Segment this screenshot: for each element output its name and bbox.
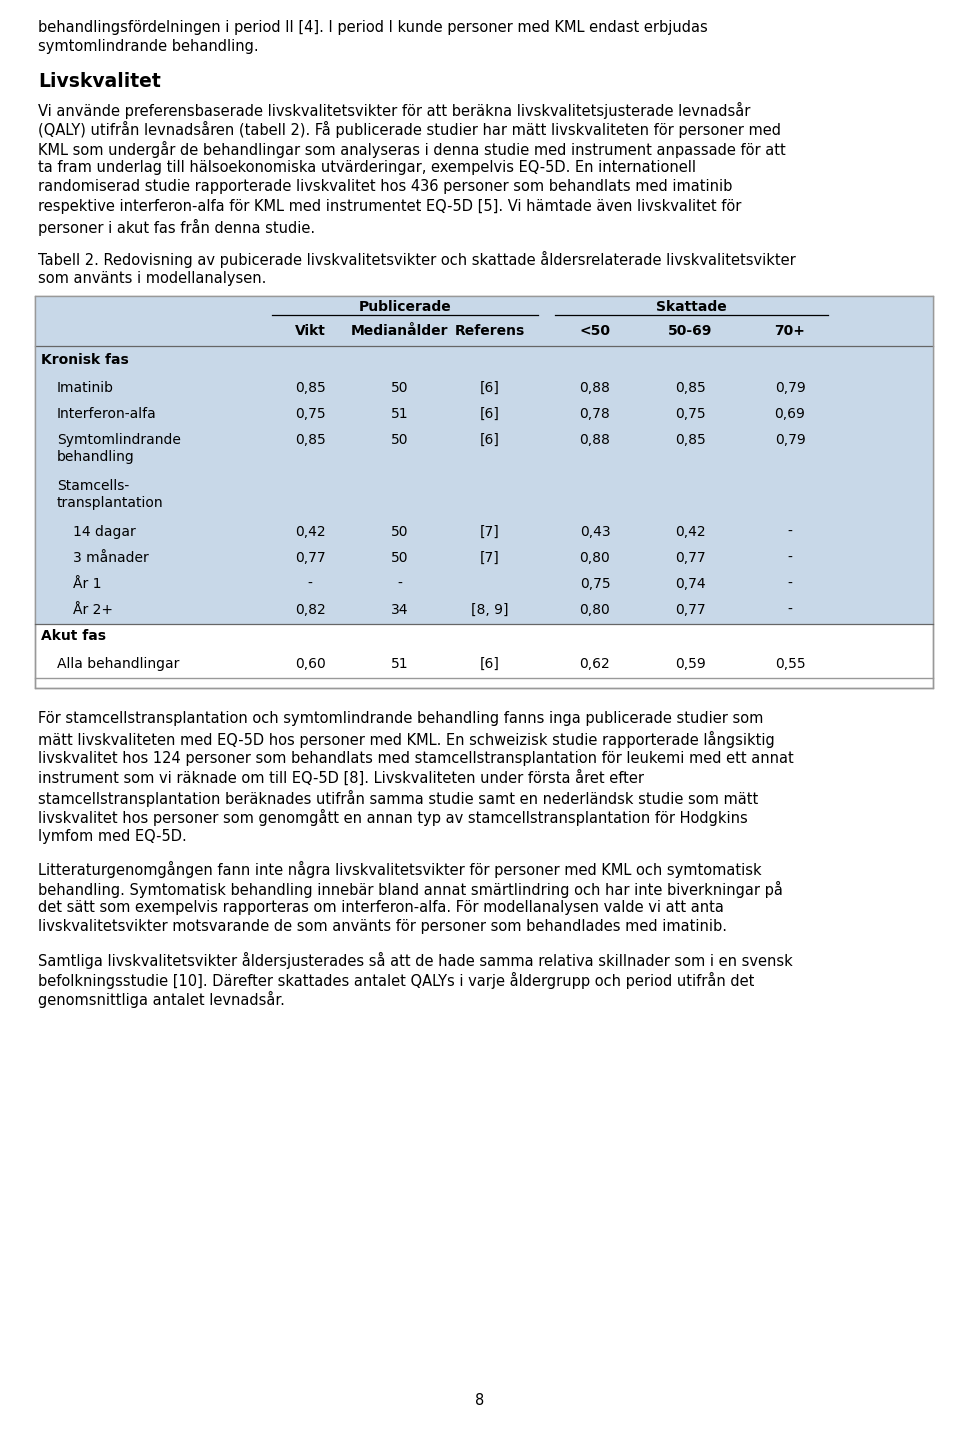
Text: behandling. Symtomatisk behandling innebär bland annat smärtlindring och har int: behandling. Symtomatisk behandling inneb…: [38, 881, 782, 898]
Text: 0,79: 0,79: [775, 433, 805, 448]
Text: 51: 51: [391, 656, 409, 671]
Text: livskvalitetsvikter motsvarande de som använts för personer som behandlades med : livskvalitetsvikter motsvarande de som a…: [38, 919, 727, 934]
Text: 3 månader: 3 månader: [73, 551, 149, 565]
Text: Skattade: Skattade: [656, 300, 727, 315]
Text: Medianålder: Medianålder: [351, 325, 448, 337]
Text: det sätt som exempelvis rapporteras om interferon-alfa. För modellanalysen valde: det sätt som exempelvis rapporteras om i…: [38, 899, 724, 915]
Text: 0,59: 0,59: [675, 656, 706, 671]
Text: [7]: [7]: [480, 551, 500, 565]
Text: Publicerade: Publicerade: [359, 300, 451, 315]
Text: [7]: [7]: [480, 525, 500, 539]
Text: 0,42: 0,42: [675, 525, 706, 539]
Text: lymfom med EQ-5D.: lymfom med EQ-5D.: [38, 828, 187, 844]
Text: instrument som vi räknade om till EQ-5D [8]. Livskvaliteten under första året ef: instrument som vi räknade om till EQ-5D …: [38, 769, 644, 786]
Text: 0,60: 0,60: [295, 656, 325, 671]
Text: 0,85: 0,85: [675, 433, 706, 448]
Text: 0,80: 0,80: [580, 551, 611, 565]
Text: 50: 50: [392, 551, 409, 565]
Text: 0,80: 0,80: [580, 603, 611, 616]
Text: behandling: behandling: [57, 450, 134, 465]
Text: 0,74: 0,74: [675, 576, 706, 591]
Text: 0,75: 0,75: [675, 408, 706, 420]
Text: ta fram underlag till hälsoekonomiska utvärderingar, exempelvis EQ-5D. En intern: ta fram underlag till hälsoekonomiska ut…: [38, 160, 696, 174]
Text: 0,85: 0,85: [295, 380, 325, 395]
Text: stamcellstransplantation beräknades utifrån samma studie samt en nederländsk stu: stamcellstransplantation beräknades utif…: [38, 789, 758, 807]
Text: Referens: Referens: [455, 325, 525, 337]
Text: KML som undergår de behandlingar som analyseras i denna studie med instrument an: KML som undergår de behandlingar som ana…: [38, 140, 785, 157]
Text: Interferon-alfa: Interferon-alfa: [57, 408, 156, 420]
Text: 50: 50: [392, 380, 409, 395]
Text: personer i akut fas från denna studie.: personer i akut fas från denna studie.: [38, 219, 315, 236]
Text: (QALY) utifrån levnadsåren (tabell 2). Få publicerade studier har mätt livskvali: (QALY) utifrån levnadsåren (tabell 2). F…: [38, 122, 781, 139]
Text: 0,75: 0,75: [295, 408, 325, 420]
Text: 8: 8: [475, 1393, 485, 1409]
Text: 70+: 70+: [775, 325, 805, 337]
Text: behandlingsfördelningen i period II [4]. I period I kunde personer med KML endas: behandlingsfördelningen i period II [4].…: [38, 20, 708, 34]
Text: 50: 50: [392, 433, 409, 448]
Text: [8, 9]: [8, 9]: [471, 603, 509, 616]
Text: Kronisk fas: Kronisk fas: [41, 353, 129, 368]
Text: -: -: [397, 576, 402, 591]
Text: 0,88: 0,88: [580, 380, 611, 395]
Text: Symtomlindrande: Symtomlindrande: [57, 433, 180, 448]
Text: 0,55: 0,55: [775, 656, 805, 671]
Text: 50-69: 50-69: [668, 325, 712, 337]
Text: 0,79: 0,79: [775, 380, 805, 395]
Text: År 1: År 1: [73, 576, 102, 591]
Text: randomiserad studie rapporterade livskvalitet hos 436 personer som behandlats me: randomiserad studie rapporterade livskva…: [38, 180, 732, 194]
Text: symtomlindrande behandling.: symtomlindrande behandling.: [38, 40, 258, 54]
Text: Akut fas: Akut fas: [41, 629, 106, 644]
Text: Imatinib: Imatinib: [57, 380, 114, 395]
Text: som använts i modellanalysen.: som använts i modellanalysen.: [38, 270, 266, 286]
Text: 0,77: 0,77: [295, 551, 325, 565]
Text: 50: 50: [392, 525, 409, 539]
Text: -: -: [787, 576, 792, 591]
Text: livskvalitet hos 124 personer som behandlats med stamcellstransplantation för le: livskvalitet hos 124 personer som behand…: [38, 751, 794, 765]
Text: Alla behandlingar: Alla behandlingar: [57, 656, 180, 671]
Text: respektive interferon-alfa för KML med instrumentet EQ-5D [5]. Vi hämtade även l: respektive interferon-alfa för KML med i…: [38, 199, 741, 214]
Text: [6]: [6]: [480, 408, 500, 420]
Text: Stamcells-: Stamcells-: [57, 479, 130, 493]
Text: <50: <50: [580, 325, 611, 337]
Text: genomsnittliga antalet levnadsår.: genomsnittliga antalet levnadsår.: [38, 991, 285, 1008]
Text: 0,69: 0,69: [775, 408, 805, 420]
Text: 0,78: 0,78: [580, 408, 611, 420]
Text: Livskvalitet: Livskvalitet: [38, 72, 160, 92]
Text: [6]: [6]: [480, 380, 500, 395]
Text: mätt livskvaliteten med EQ-5D hos personer med KML. En schweizisk studie rapport: mätt livskvaliteten med EQ-5D hos person…: [38, 731, 775, 748]
Text: Vi använde preferensbaserade livskvalitetsvikter för att beräkna livskvalitetsju: Vi använde preferensbaserade livskvalite…: [38, 102, 751, 119]
Text: 0,77: 0,77: [675, 551, 706, 565]
Text: livskvalitet hos personer som genomgått en annan typ av stamcellstransplantation: livskvalitet hos personer som genomgått …: [38, 809, 748, 827]
Text: -: -: [787, 551, 792, 565]
Text: befolkningsstudie [10]. Därefter skattades antalet QALYs i varje åldergrupp och : befolkningsstudie [10]. Därefter skattad…: [38, 971, 755, 988]
Text: 0,43: 0,43: [580, 525, 611, 539]
Text: 0,77: 0,77: [675, 603, 706, 616]
Text: Samtliga livskvalitetsvikter åldersjusterades så att de hade samma relativa skil: Samtliga livskvalitetsvikter åldersjuste…: [38, 952, 793, 970]
Text: [6]: [6]: [480, 433, 500, 448]
Text: År 2+: År 2+: [73, 603, 113, 616]
Text: 0,82: 0,82: [295, 603, 325, 616]
Text: 0,88: 0,88: [580, 433, 611, 448]
Bar: [35, 296, 933, 623]
Text: [6]: [6]: [480, 656, 500, 671]
Text: 0,42: 0,42: [295, 525, 325, 539]
Text: För stamcellstransplantation och symtomlindrande behandling fanns inga publicera: För stamcellstransplantation och symtoml…: [38, 712, 763, 726]
Text: transplantation: transplantation: [57, 496, 163, 511]
Text: Litteraturgenomgången fann inte några livskvalitetsvikter för personer med KML o: Litteraturgenomgången fann inte några li…: [38, 861, 761, 878]
Bar: [35, 296, 933, 688]
Text: Tabell 2. Redovisning av pubicerade livskvalitetsvikter och skattade åldersrelat: Tabell 2. Redovisning av pubicerade livs…: [38, 252, 796, 267]
Text: 34: 34: [392, 603, 409, 616]
Text: 0,62: 0,62: [580, 656, 611, 671]
Text: 0,75: 0,75: [580, 576, 611, 591]
Text: -: -: [787, 603, 792, 616]
Text: 0,85: 0,85: [295, 433, 325, 448]
Text: -: -: [307, 576, 312, 591]
Text: Vikt: Vikt: [295, 325, 325, 337]
Text: -: -: [787, 525, 792, 539]
Text: 0,85: 0,85: [675, 380, 706, 395]
Text: 14 dagar: 14 dagar: [73, 525, 135, 539]
Text: 51: 51: [391, 408, 409, 420]
